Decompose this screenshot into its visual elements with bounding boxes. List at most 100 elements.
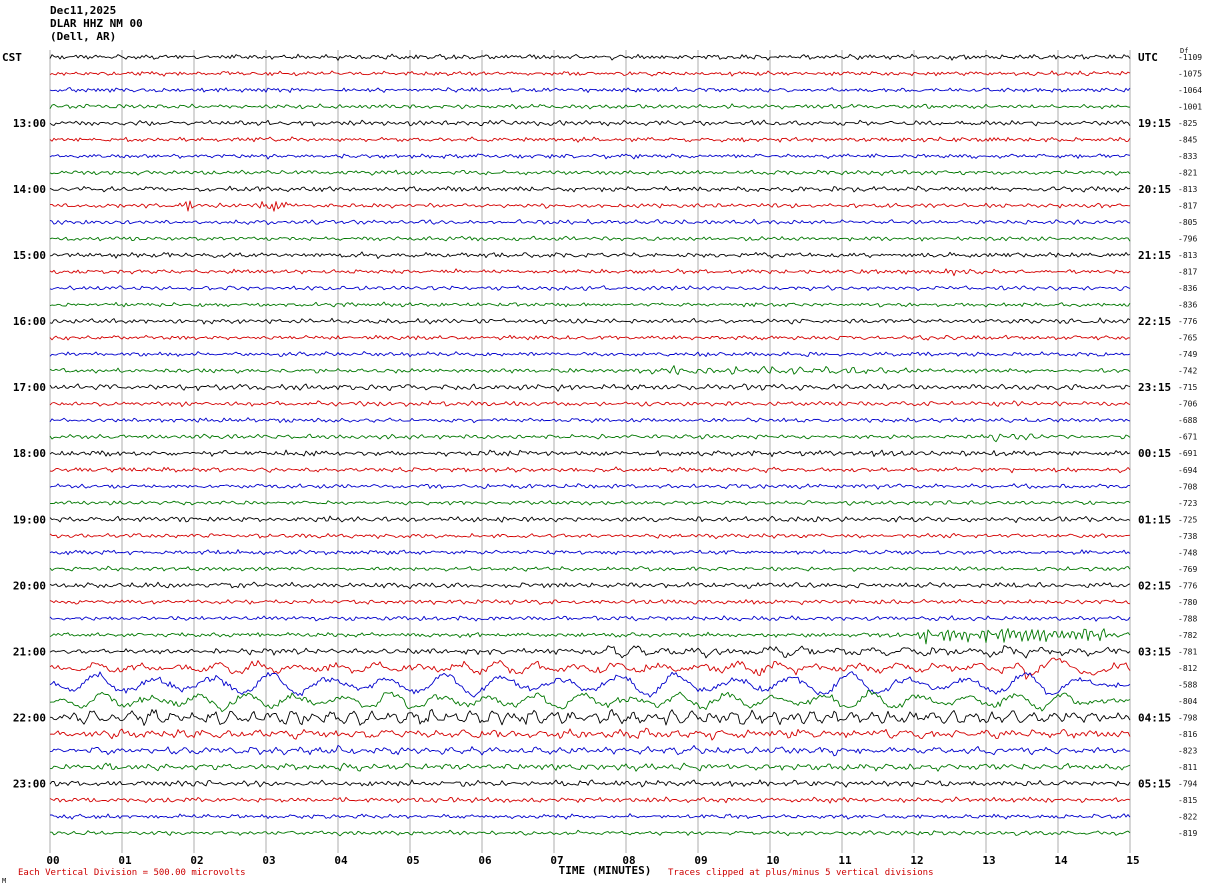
dc-offset-label: -708: [1178, 482, 1197, 491]
hour-label-utc: 03:15: [1138, 645, 1171, 658]
dc-offset-label: -836: [1178, 301, 1197, 310]
dc-offset-label: -812: [1178, 664, 1197, 673]
seismogram-trace: [49, 779, 1131, 788]
hour-label-utc: 21:15: [1138, 249, 1171, 262]
seismogram-trace: [49, 689, 1131, 713]
dc-offset-label: -1109: [1178, 53, 1202, 62]
seismogram-trace: [49, 500, 1131, 506]
seismogram-trace: [49, 70, 1131, 77]
scale-note: Each Vertical Division = 500.00 microvol…: [18, 868, 246, 878]
dc-offset-label: -723: [1178, 499, 1197, 508]
dc-offset-label: -694: [1178, 466, 1197, 475]
minute-tick-label: 06: [478, 854, 492, 867]
seismogram-trace: [49, 103, 1131, 110]
seismogram-trace: [49, 383, 1131, 392]
minute-tick-label: 14: [1054, 854, 1068, 867]
dc-offset-label: -776: [1178, 581, 1197, 590]
minute-tick-label: 00: [46, 854, 59, 867]
dc-offset-label: -738: [1178, 532, 1197, 541]
df-column-label: Df: [1180, 47, 1188, 55]
seismogram-trace: [49, 433, 1131, 443]
dc-offset-label: -780: [1178, 598, 1197, 607]
hour-label-utc: 19:15: [1138, 117, 1171, 130]
dc-offset-label: -815: [1178, 796, 1197, 805]
hour-label-cst: 14:00: [13, 183, 46, 196]
seismogram-trace: [49, 417, 1131, 424]
hour-label-cst: 20:00: [13, 579, 46, 592]
utc-axis-label: UTC: [1138, 51, 1158, 64]
seismogram-trace: [49, 615, 1131, 622]
seismogram-trace: [49, 628, 1131, 645]
dc-offset-label: -845: [1178, 136, 1197, 145]
hour-label-cst: 13:00: [13, 117, 46, 130]
dc-offset-label: -804: [1178, 697, 1197, 706]
dc-offset-label: -769: [1178, 565, 1197, 574]
dc-offset-label: -836: [1178, 284, 1197, 293]
seismogram-trace: [49, 119, 1131, 127]
cst-axis-label: CST: [2, 51, 22, 64]
seismogram-trace: [50, 200, 1131, 212]
dc-offset-label: -805: [1178, 218, 1197, 227]
dc-offset-label: -833: [1178, 152, 1197, 161]
dc-offset-label: -813: [1178, 185, 1197, 194]
dc-offset-label: -788: [1178, 614, 1197, 623]
dc-offset-label: -1001: [1178, 103, 1202, 112]
grid: [49, 50, 1131, 853]
dc-offset-label: -671: [1178, 433, 1197, 442]
seismogram-trace: [49, 365, 1131, 376]
dc-offset-label: -819: [1178, 829, 1197, 838]
hour-label-utc: 23:15: [1138, 381, 1171, 394]
seismogram-trace: [49, 400, 1131, 408]
dc-offset-label: -816: [1178, 730, 1197, 739]
seismogram-trace: [49, 744, 1131, 757]
seismogram-trace: [49, 708, 1131, 726]
location-label: (Dell, AR): [50, 30, 116, 43]
dc-offset-label: -1064: [1178, 86, 1202, 95]
traces: [49, 53, 1131, 837]
dc-offset-label: -706: [1178, 400, 1197, 409]
seismogram-trace: [49, 565, 1131, 572]
seismogram-trace: [49, 53, 1131, 61]
minute-tick-label: 08: [622, 854, 635, 867]
row-labels: 13:00 19:15 14:00 20:15 15:00 21:15 16:00 22:15…: [13, 117, 1171, 790]
x-axis-title: TIME (MINUTES): [559, 864, 652, 877]
dc-offset-label: -765: [1178, 334, 1197, 343]
hour-label-utc: 22:15: [1138, 315, 1171, 328]
seismogram-trace: [49, 136, 1131, 143]
seismogram-trace: [49, 598, 1131, 606]
minute-tick-label: 11: [838, 854, 852, 867]
seismogram-trace: [49, 762, 1131, 772]
date-label: Dec11,2025: [50, 4, 116, 17]
dc-offset-label: -742: [1178, 367, 1197, 376]
dc-offset-label: -781: [1178, 647, 1197, 656]
dc-offset-label: -782: [1178, 631, 1197, 640]
hour-label-cst: 16:00: [13, 315, 46, 328]
hour-label-cst: 19:00: [13, 513, 46, 526]
dc-offset-label: -798: [1178, 713, 1197, 722]
seismogram-trace: [50, 829, 1131, 837]
minute-tick-label: 01: [118, 854, 132, 867]
seismogram-trace: [49, 185, 1131, 193]
seismogram-trace: [49, 727, 1131, 741]
seismogram-trace: [49, 301, 1131, 308]
dc-offset-label: -825: [1178, 119, 1197, 128]
dc-offset-label: -813: [1178, 251, 1197, 260]
dc-offset-label: -688: [1178, 416, 1197, 425]
dc-offset-label: -794: [1178, 779, 1197, 788]
hour-label-utc: 04:15: [1138, 711, 1171, 724]
minute-tick-label: 13: [982, 854, 995, 867]
dc-offset-label: -796: [1178, 235, 1197, 244]
seismogram-trace: [49, 169, 1131, 176]
hour-label-utc: 00:15: [1138, 447, 1171, 460]
hour-label-cst: 17:00: [13, 381, 46, 394]
hour-label-cst: 15:00: [13, 249, 46, 262]
hour-label-utc: 02:15: [1138, 579, 1171, 592]
hour-label-cst: 21:00: [13, 645, 46, 658]
dc-offset-label: -691: [1178, 449, 1197, 458]
minute-ticks: 00 01 02 03 04 05 06 07 08 09 10 11 12 13 14 15: [46, 854, 1139, 867]
dc-offset-label: -715: [1178, 383, 1197, 392]
minute-tick-label: 10: [766, 854, 779, 867]
seismogram-trace: [49, 268, 1131, 277]
seismogram-trace: [49, 153, 1131, 160]
